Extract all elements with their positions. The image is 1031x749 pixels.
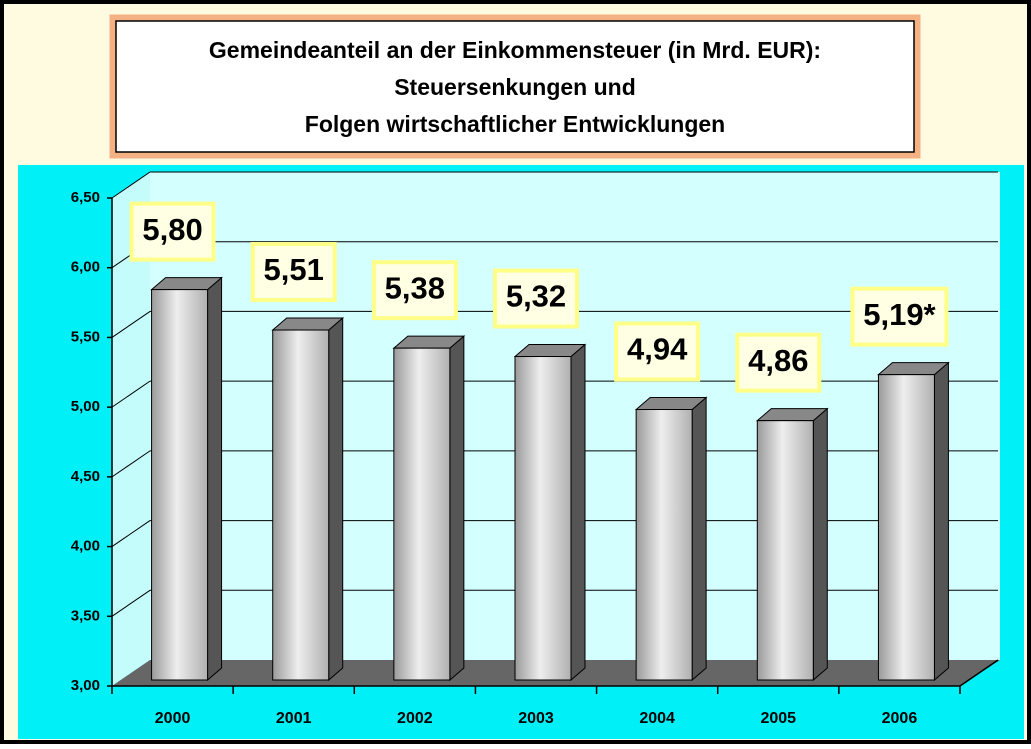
value-label: 5,38 [385,270,445,305]
chart-title: Steuersenkungen und [394,74,636,100]
bar [877,374,935,681]
x-tick-label: 2003 [518,710,554,727]
grid-line-side [111,589,151,617]
x-tick-label: 2001 [276,710,312,727]
title-box [109,14,921,159]
grid-line-side [111,450,151,478]
value-label-box [250,242,337,303]
value-label-box [850,286,949,347]
bar [393,347,451,681]
y-tick-label: 6,50 [71,189,100,206]
side-wall [112,172,150,686]
grid-line-side [111,171,151,199]
bar-side [570,343,586,682]
x-tick-label: 2004 [639,710,675,727]
x-axis-depth [959,659,999,687]
bar [756,420,814,681]
y-tick-label: 5,50 [71,328,100,345]
value-label-box [129,201,216,262]
chart-title: Gemeindeanteil an der Einkommensteuer (i… [209,37,821,63]
y-tick-label: 3,50 [71,607,100,624]
value-label: 5,51 [264,252,324,287]
bar [514,356,572,681]
y-tick-label: 6,00 [71,259,100,276]
value-label: 5,80 [142,212,202,247]
value-label-box [614,321,701,382]
bar [635,409,693,681]
value-label-box [371,260,458,321]
y-tick-label: 4,00 [71,538,100,555]
value-label-box [735,332,822,393]
x-tick-label: 2002 [397,710,433,727]
bar [151,289,209,681]
x-tick-label: 2006 [882,710,918,727]
y-tick-label: 4,50 [71,468,100,485]
bar-side [207,276,223,682]
x-tick-label: 2000 [155,710,191,727]
value-label: 4,86 [748,343,808,378]
x-tick-label: 2005 [760,710,796,727]
value-label: 5,32 [506,279,566,314]
y-tick-label: 3,00 [71,677,100,694]
chart-title: Folgen wirtschaftlicher Entwicklungen [305,111,725,137]
bar-side [449,335,465,682]
bar-side [328,316,344,682]
y-tick-label: 5,00 [71,398,100,415]
grid-line-side [111,380,151,408]
grid-line-side [111,311,151,338]
value-label: 4,94 [627,332,688,367]
grid-line-side [111,520,151,547]
bar [272,329,330,681]
bar-side [933,361,949,682]
bar-side [691,396,707,682]
bar-side [812,407,828,682]
value-label-box [493,268,579,329]
title-box-border [115,20,915,153]
value-label: 5,19* [863,297,936,332]
